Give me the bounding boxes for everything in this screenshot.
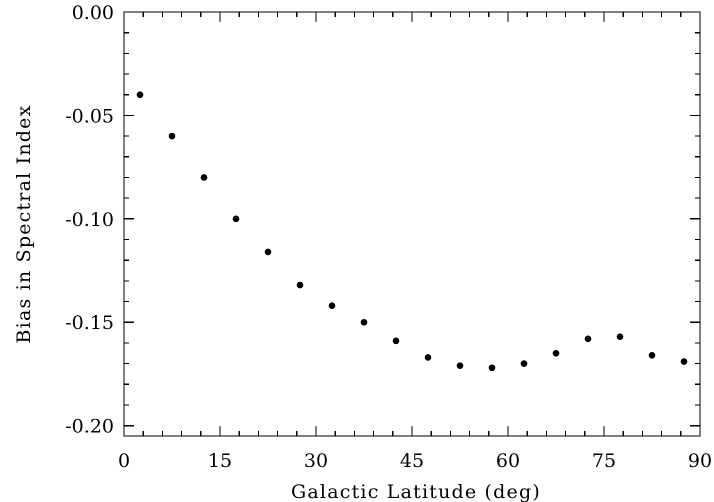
x-tick-label: 90: [688, 450, 712, 472]
y-tick-label: 0.00: [72, 2, 114, 24]
data-points: [136, 91, 688, 372]
data-point: [616, 333, 624, 341]
data-point: [456, 362, 464, 369]
data-point: [360, 318, 368, 326]
y-tick-label: -0.20: [65, 416, 114, 438]
x-tick-label: 30: [304, 450, 328, 472]
x-tick-label: 45: [400, 450, 424, 472]
data-point: [392, 337, 400, 345]
data-point: [488, 364, 496, 372]
y-ticks: 0.00 -0.05 -0.10 -0.15 -0.20: [65, 2, 700, 438]
plot-frame: [123, 11, 701, 437]
data-point: [328, 302, 336, 309]
data-point: [136, 91, 144, 99]
y-tick-label: -0.10: [65, 209, 114, 231]
data-point: [520, 360, 528, 367]
data-point: [424, 354, 432, 361]
x-axis-title: Galactic Latitude (deg): [291, 481, 541, 502]
y-tick-label: -0.05: [65, 105, 114, 127]
data-point: [584, 335, 592, 343]
data-point: [168, 132, 176, 140]
data-point: [552, 349, 560, 357]
x-tick-label: 15: [208, 450, 232, 472]
data-point: [232, 215, 240, 223]
y-tick-label: -0.15: [65, 312, 114, 334]
data-point: [680, 358, 688, 365]
x-tick-label: 75: [592, 450, 616, 472]
y-axis-title: Bias in Spectral Index: [13, 105, 35, 344]
data-point: [296, 281, 304, 289]
data-point: [200, 174, 208, 181]
x-tick-label: 0: [118, 450, 130, 472]
data-point: [648, 352, 656, 359]
data-point: [264, 248, 272, 256]
x-tick-label: 60: [496, 450, 520, 472]
x-ticks: 0 15 30 45 60 75 90: [118, 12, 712, 472]
